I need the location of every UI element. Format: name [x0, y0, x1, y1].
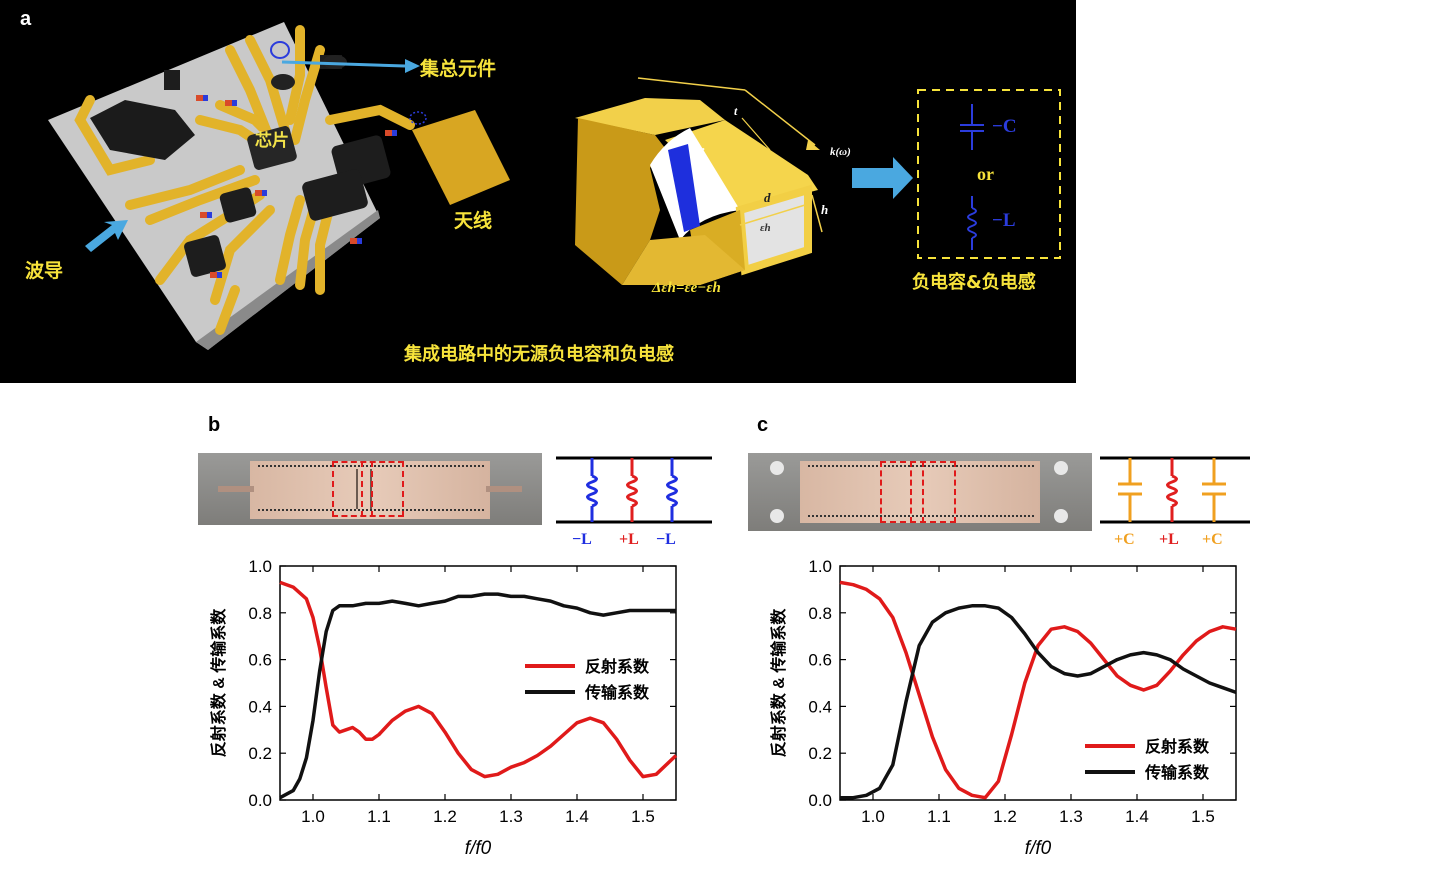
circuit-b-label-2: +L — [619, 531, 639, 548]
lumped-arrow — [281, 60, 406, 68]
y-tick-label: 0.8 — [248, 604, 272, 623]
equivalent-circuit-box — [917, 89, 1061, 259]
legend-label: 传输系数 — [584, 683, 650, 702]
circuit-b-label-1: −L — [572, 531, 592, 548]
chip-block — [247, 126, 297, 170]
panel-a-caption: 集成电路中的无源负电容和负电感 — [404, 344, 674, 365]
component-block — [164, 70, 180, 90]
x-tick-label: 1.5 — [631, 807, 655, 826]
legend-label: 传输系数 — [1144, 763, 1210, 782]
chip-label: 芯片 — [255, 131, 289, 151]
y-axis-label: 反射系数 & 传输系数 — [209, 608, 228, 757]
component-cylinder — [323, 55, 347, 69]
antenna-block — [412, 110, 510, 205]
component-block — [302, 169, 368, 221]
x-axis-label: f/f0 — [1025, 838, 1052, 859]
y-tick-label: 0.8 — [808, 604, 832, 623]
y-tick-label: 1.0 — [248, 557, 272, 576]
series-line-transmission — [279, 592, 676, 800]
capacitor-symbol — [960, 104, 984, 150]
k-omega-label: k(ω) — [830, 146, 851, 158]
y-tick-label: 1.0 — [808, 557, 832, 576]
eps-e-label: εe — [696, 145, 705, 156]
or-label: or — [977, 164, 994, 184]
highlight-box — [880, 461, 956, 523]
lumped-element-markers — [196, 95, 397, 278]
circuit-c-label-2: +L — [1159, 531, 1179, 548]
antenna-label: 天线 — [454, 210, 493, 232]
waveguide-label: 波导 — [25, 260, 64, 282]
circuit-b-label-3: −L — [656, 531, 676, 548]
series-line-reflection — [839, 580, 1237, 800]
series-line-transmission — [840, 604, 1237, 800]
y-tick-label: 0.6 — [248, 651, 272, 670]
x-tick-label: 1.4 — [565, 807, 589, 826]
panel-b-pcb-photo — [198, 453, 542, 525]
series-line-reflection — [279, 580, 678, 779]
equivalence-arrow — [852, 157, 913, 199]
y-tick-label: 0.0 — [248, 791, 272, 810]
t-label: t — [734, 104, 738, 118]
circuit-c-label-3: +C — [1202, 531, 1223, 548]
neg-inductance-label: −L — [992, 210, 1016, 231]
neg-capacitance-label: −C — [992, 116, 1017, 137]
panel-c-chart: 1.0 1.1 1.2 1.3 1.4 1.5 0.0 0.2 0.4 0.6 0.8 1.0 f/f0… — [756, 550, 1256, 875]
panel-c-circuit — [1100, 456, 1250, 524]
highlight-circle — [409, 111, 427, 125]
y-tick-label: 0.4 — [808, 697, 832, 716]
lumped-element-label: 集总元件 — [420, 58, 497, 80]
x-axis-label: f/f0 — [465, 838, 492, 859]
h-label: h — [821, 202, 829, 217]
panel-b-chart: 1.0 1.1 1.2 1.3 1.4 1.5 0.0 0.2 0.4 0.6 0.8 1.0 f/f0… — [196, 550, 696, 875]
x-tick-label: 1.0 — [861, 807, 885, 826]
y-tick-label: 0.4 — [248, 697, 272, 716]
x-tick-label: 1.1 — [927, 807, 951, 826]
plot-frame — [839, 565, 1237, 801]
x-tick-label: 1.2 — [993, 807, 1017, 826]
y-axis-label: 反射系数 & 传输系数 — [769, 608, 788, 757]
chart-c-svg: 1.0 1.1 1.2 1.3 1.4 1.5 0.0 0.2 0.4 0.6 0.8 1.0 f/f0… — [769, 557, 1237, 859]
negative-cl-label: 负电容&负电感 — [912, 272, 1036, 293]
waveguide-arrow — [85, 220, 128, 252]
panel-a-illustration: a 集总元件 芯片 天线 波导 集成电路中的无源负电容和负电感 负电容&负电感 … — [0, 0, 1076, 383]
d-label: d — [764, 190, 771, 205]
y-tick-label: 0.2 — [808, 744, 832, 763]
component-block — [219, 187, 257, 223]
delta-eps-equation: Δεh=εe−εh — [652, 280, 721, 296]
component-block — [184, 235, 226, 277]
legend-label: 反射系数 — [1145, 737, 1210, 756]
x-tick-label: 1.3 — [1059, 807, 1083, 826]
legend-label: 反射系数 — [585, 657, 650, 676]
highlight-box — [332, 461, 404, 517]
inductor-symbol — [967, 196, 977, 250]
y-tick-label: 0.6 — [808, 651, 832, 670]
panel-letter-c: c — [757, 414, 769, 436]
x-tick-label: 1.4 — [1125, 807, 1149, 826]
x-tick-label: 1.0 — [301, 807, 325, 826]
panel-letter-a: a — [20, 8, 32, 30]
y-tick-label: 0.2 — [248, 744, 272, 763]
x-tick-label: 1.5 — [1191, 807, 1215, 826]
component-cylinder — [271, 74, 295, 90]
circuit-c-label-1: +C — [1114, 531, 1135, 548]
y-tick-label: 0.0 — [808, 791, 832, 810]
panel-c-pcb-photo — [748, 453, 1092, 531]
chart-b-svg: 1.0 1.1 1.2 1.3 1.4 1.5 0.0 0.2 0.4 0.6 0.8 1.0 f/f0… — [209, 557, 678, 859]
panel-b-circuit — [556, 456, 712, 524]
waveguide-3d — [575, 77, 823, 285]
x-tick-label: 1.2 — [433, 807, 457, 826]
panel-a-drawing — [48, 22, 1061, 350]
eps-h-label: εh — [760, 222, 771, 234]
x-tick-label: 1.1 — [367, 807, 391, 826]
x-tick-label: 1.3 — [499, 807, 523, 826]
component-hexagon — [90, 100, 195, 160]
plot-frame — [279, 565, 677, 801]
panel-letter-b: b — [208, 414, 221, 436]
highlight-circle — [270, 41, 290, 59]
